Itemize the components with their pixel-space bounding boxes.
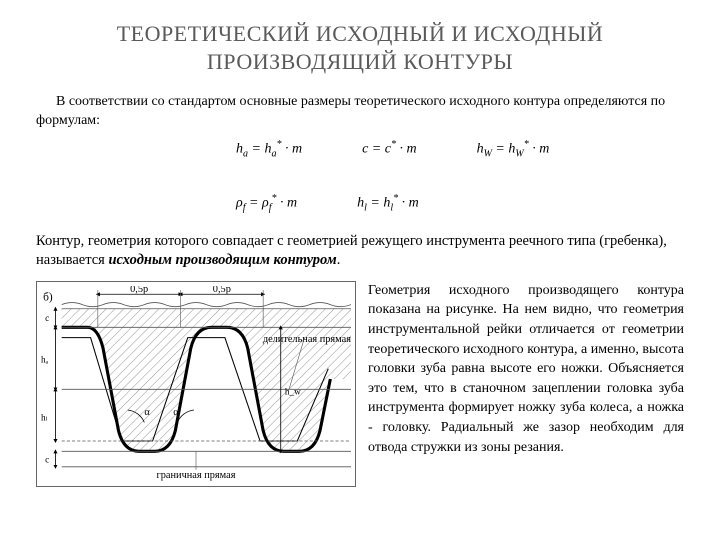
diagram-sub-b: б) <box>43 291 53 303</box>
para1-c: . <box>337 252 341 268</box>
v-ha: hₐ <box>41 355 49 365</box>
label-alpha-1: α <box>144 407 150 418</box>
rack-profile-diagram: 0,5p 0,5p α α c hₐ hₗ c h_w <box>36 281 356 487</box>
v-hl: hₗ <box>41 413 48 423</box>
formula-c: c = c* · m <box>362 137 417 161</box>
dim-05p-2: 0,5p <box>213 286 231 295</box>
page-title: ТЕОРЕТИЧЕСКИЙ ИСХОДНЫЙ И ИСХОДНЫЙ ПРОИЗВ… <box>36 20 684 75</box>
dim-05p-1: 0,5p <box>130 286 148 295</box>
v-c-bot: c <box>45 456 49 466</box>
label-delit: делительная прямая <box>263 334 351 345</box>
formula-ha: ha = ha* · m <box>236 137 302 161</box>
v-hw: h_w <box>285 387 301 397</box>
explanation-text: Геометрия исходного производящего контур… <box>368 281 684 457</box>
formula-hw: hW = hW* · m <box>477 137 550 161</box>
formula-hl: hl = hl* · m <box>357 191 419 215</box>
definition-para: Контур, геометрия которого совпадает с г… <box>36 232 684 271</box>
label-alpha-2: α <box>173 407 179 418</box>
formula-rho: ρf = ρf* · m <box>236 191 297 215</box>
formula-block: ha = ha* · m c = c* · m hW = hW* · m ρf … <box>36 135 684 224</box>
intro-text: В соответствии со стандартом основные ра… <box>36 93 684 131</box>
v-c-top: c <box>45 314 49 324</box>
para1-term: исходным производящим контуром <box>108 252 336 268</box>
label-gran: граничная прямая <box>157 470 236 481</box>
